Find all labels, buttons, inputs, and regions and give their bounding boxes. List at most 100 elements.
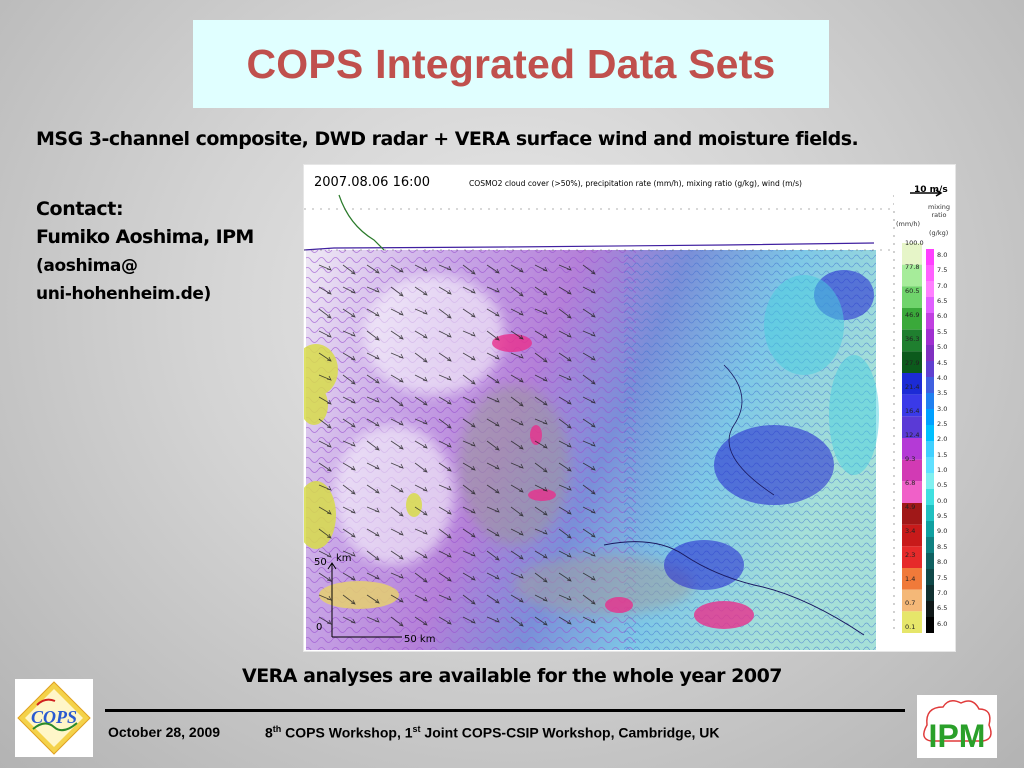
wind-arrow xyxy=(510,528,524,536)
wind-arrow xyxy=(582,374,596,385)
precip-unit-label: (mm/h) xyxy=(896,220,921,228)
wind-arrow xyxy=(414,352,428,363)
wind-arrow xyxy=(462,528,476,538)
wind-arrow xyxy=(318,330,332,338)
precip-legend-swatch xyxy=(902,611,922,633)
mixing-legend-value: 6.5 xyxy=(937,297,948,306)
wind-arrow xyxy=(534,418,548,425)
wind-arrow xyxy=(438,330,452,338)
wind-arrow xyxy=(462,572,476,581)
wind-arrow xyxy=(342,484,356,495)
wind-arrow xyxy=(366,550,380,561)
wind-arrow xyxy=(534,308,548,315)
wind-arrow xyxy=(582,594,596,605)
cops-logo-graphic: COPS xyxy=(17,681,91,755)
wind-arrow xyxy=(318,550,332,558)
wind-arrow xyxy=(318,308,332,319)
wind-arrow xyxy=(558,396,572,405)
wind-arrow xyxy=(462,616,476,624)
wind-arrow xyxy=(318,572,332,582)
wind-arrow xyxy=(342,594,356,605)
precip-legend-swatch xyxy=(902,546,922,568)
wind-arrow xyxy=(342,550,356,557)
scale-50-label: 50 xyxy=(314,557,327,568)
wind-arrow xyxy=(342,352,356,361)
precip-legend-value: 16.4 xyxy=(905,407,920,416)
wind-arrow xyxy=(342,462,356,471)
precip-legend-value: 1.4 xyxy=(905,575,916,584)
mixing-legend-swatch xyxy=(926,425,934,441)
precip-legend-swatch xyxy=(902,308,922,330)
wind-arrow xyxy=(582,506,596,514)
wind-arrow xyxy=(414,462,428,473)
wind-arrow xyxy=(390,506,404,517)
ws-num1: 8 xyxy=(265,724,273,741)
mixing-legend-value: 9.0 xyxy=(937,527,948,536)
wind-arrow xyxy=(486,330,500,341)
wind-arrow xyxy=(414,550,428,559)
wind-arrow xyxy=(486,550,500,561)
scale-x-label: 50 km xyxy=(404,634,436,645)
wind-arrow xyxy=(558,550,572,558)
title-box: COPS Integrated Data Sets xyxy=(193,20,829,108)
wind-arrow xyxy=(438,462,452,472)
wind-arrow xyxy=(534,462,548,473)
wind-arrow xyxy=(462,462,476,471)
wind-arrow xyxy=(486,440,500,451)
wind-arrow xyxy=(414,616,428,626)
mixing-legend-swatch xyxy=(926,281,934,297)
wind-arrow xyxy=(510,330,524,340)
precip-legend-value: 3.4 xyxy=(905,527,916,536)
wind-arrow xyxy=(582,352,596,361)
wind-arrow xyxy=(390,418,404,426)
wind-arrow xyxy=(318,264,332,271)
precip-legend-value: 2.3 xyxy=(905,551,916,560)
wind-arrow xyxy=(510,286,524,297)
mixing-legend-value: 6.0 xyxy=(937,312,948,321)
precip-legend-value: 77.8 xyxy=(905,263,920,271)
wind-arrow xyxy=(558,616,572,625)
wind-arrow xyxy=(438,264,452,271)
mixing-legend-swatch xyxy=(926,601,934,617)
wind-arrow xyxy=(534,286,548,296)
wind-arrow xyxy=(390,286,404,297)
page-title: COPS Integrated Data Sets xyxy=(246,40,776,87)
wind-arrow xyxy=(390,352,404,359)
wind-arrow xyxy=(318,286,332,295)
map-caption: COSMO2 cloud cover (>50%), precipitation… xyxy=(469,179,803,188)
wind-arrow xyxy=(438,352,452,362)
mixing-legend-value: 7.5 xyxy=(937,573,948,582)
wind-arrow xyxy=(558,528,572,539)
wind-arrow xyxy=(342,418,356,428)
precip-legend-swatch xyxy=(902,329,922,352)
wind-arrow xyxy=(438,550,452,558)
wind-arrow xyxy=(414,528,428,535)
mixing-legend-value: 8.0 xyxy=(937,251,948,259)
mixing-legend-swatch xyxy=(926,265,934,281)
wind-arrow xyxy=(342,528,356,538)
wind-arrow xyxy=(318,440,332,448)
mixing-legend-value: 0.0 xyxy=(937,496,948,505)
wind-arrow xyxy=(318,462,332,472)
precip-legend-value: 0.1 xyxy=(905,623,916,632)
mixing-legend-value: 2.0 xyxy=(937,435,948,444)
wind-arrow xyxy=(462,484,476,495)
wind-arrow xyxy=(582,528,596,538)
wind-arrow xyxy=(486,418,500,427)
precip-legend-value: 27.9 xyxy=(905,359,920,368)
wind-arrow xyxy=(366,528,380,537)
wind-arrow xyxy=(390,594,404,603)
wind-arrow xyxy=(462,440,476,447)
wind-arrow xyxy=(366,594,380,604)
wind-arrow xyxy=(510,462,524,469)
mixing-legend-value: 7.0 xyxy=(937,281,948,290)
precip-legend-swatch xyxy=(902,373,922,395)
wind-arrow xyxy=(414,418,428,425)
mixing-legend-swatch xyxy=(926,345,934,361)
wind-arrow xyxy=(486,264,500,274)
weather-map-figure: 2007.08.06 16:00 COSMO2 cloud cover (>50… xyxy=(303,164,956,652)
wind-arrow xyxy=(486,616,500,623)
mixing-legend-swatch xyxy=(926,569,934,585)
wind-arrow xyxy=(486,594,500,604)
mixing-legend-value: 8.5 xyxy=(937,542,948,551)
